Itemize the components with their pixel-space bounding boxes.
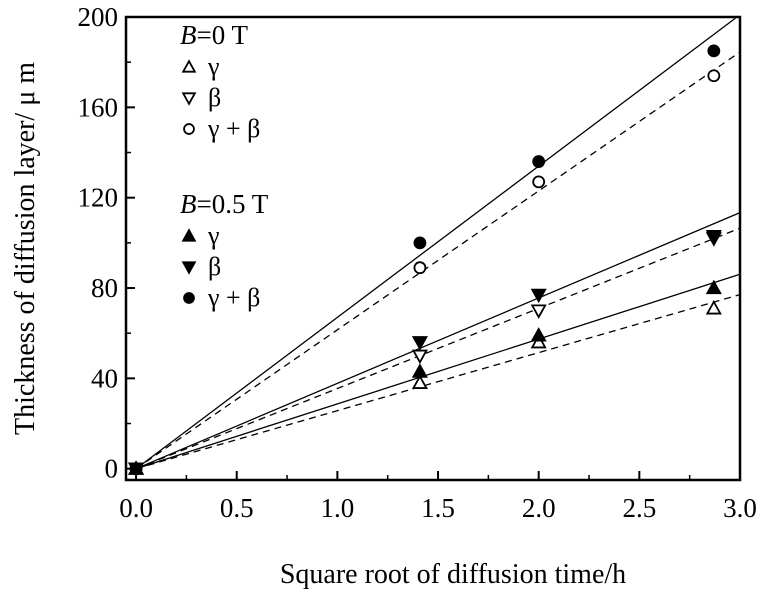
legend-marker <box>181 59 197 73</box>
data-point <box>530 288 547 304</box>
legend-marker <box>181 92 197 106</box>
plot-frame <box>124 15 742 482</box>
data-point <box>530 327 547 342</box>
x-tick-label: 2.0 <box>522 493 556 523</box>
y-tick-label: 160 <box>78 92 119 122</box>
data-point <box>707 44 721 58</box>
legend-marker <box>183 123 195 135</box>
legend-marker <box>181 228 197 242</box>
legend-marker <box>181 261 197 275</box>
data-point <box>411 336 428 351</box>
data-point <box>411 363 428 378</box>
data-point <box>532 175 546 189</box>
data-point <box>411 374 428 389</box>
legend-label: γ <box>207 221 220 250</box>
legend-group-title: B=0.5 T <box>180 189 269 219</box>
y-tick-label: 120 <box>78 183 119 213</box>
data-point <box>413 261 427 275</box>
y-axis-title: Thickness of diffusion layer/ μ m <box>10 62 41 435</box>
x-axis-title: Square root of diffusion time/h <box>280 559 626 590</box>
y-tick-label: 0 <box>105 454 119 484</box>
data-point <box>530 304 547 319</box>
legend-label: γ + β <box>207 283 260 312</box>
legend-label: β <box>208 252 221 281</box>
y-tick-label: 80 <box>91 273 118 303</box>
fit-line <box>135 211 741 470</box>
data-point <box>413 236 427 250</box>
legend-label: β <box>208 83 221 112</box>
data-point <box>411 349 428 365</box>
y-tick-label: 200 <box>78 2 119 32</box>
y-tick-label: 40 <box>91 363 118 393</box>
data-points <box>128 44 722 478</box>
fit-line <box>135 273 741 470</box>
x-tick-label: 3.0 <box>723 493 757 523</box>
legend-title-value: =0 T <box>197 20 249 50</box>
legend-title-value: =0.5 T <box>197 189 269 219</box>
fit-line <box>135 51 741 470</box>
fit-line <box>135 17 736 470</box>
x-tick-label: 1.0 <box>321 493 355 523</box>
legend-marker <box>183 292 195 304</box>
fit-line <box>135 227 741 470</box>
data-point <box>707 69 721 83</box>
data-point <box>532 155 546 168</box>
data-point <box>705 299 722 315</box>
data-point <box>705 229 722 245</box>
legend-label: γ <box>207 52 220 81</box>
fit-line <box>135 293 741 470</box>
x-tick-label: 0.5 <box>220 493 254 523</box>
x-tick-label: 0.0 <box>119 493 153 523</box>
data-point <box>129 462 143 476</box>
data-point <box>530 333 547 349</box>
x-tick-label: 2.5 <box>622 493 656 523</box>
data-point <box>705 279 722 295</box>
x-tick-label: 1.5 <box>421 493 455 523</box>
fit-lines <box>135 17 741 470</box>
legend-title-variable: B <box>180 189 197 219</box>
legend-label: γ + β <box>207 114 260 143</box>
legend-title-variable: B <box>180 20 197 50</box>
axis-ticks: 0.0 0.5 1.0 1.5 2.0 2.5 3.0 0 40 80 120 160 200 <box>78 2 757 523</box>
legend-group-title: B=0 T <box>180 20 248 50</box>
